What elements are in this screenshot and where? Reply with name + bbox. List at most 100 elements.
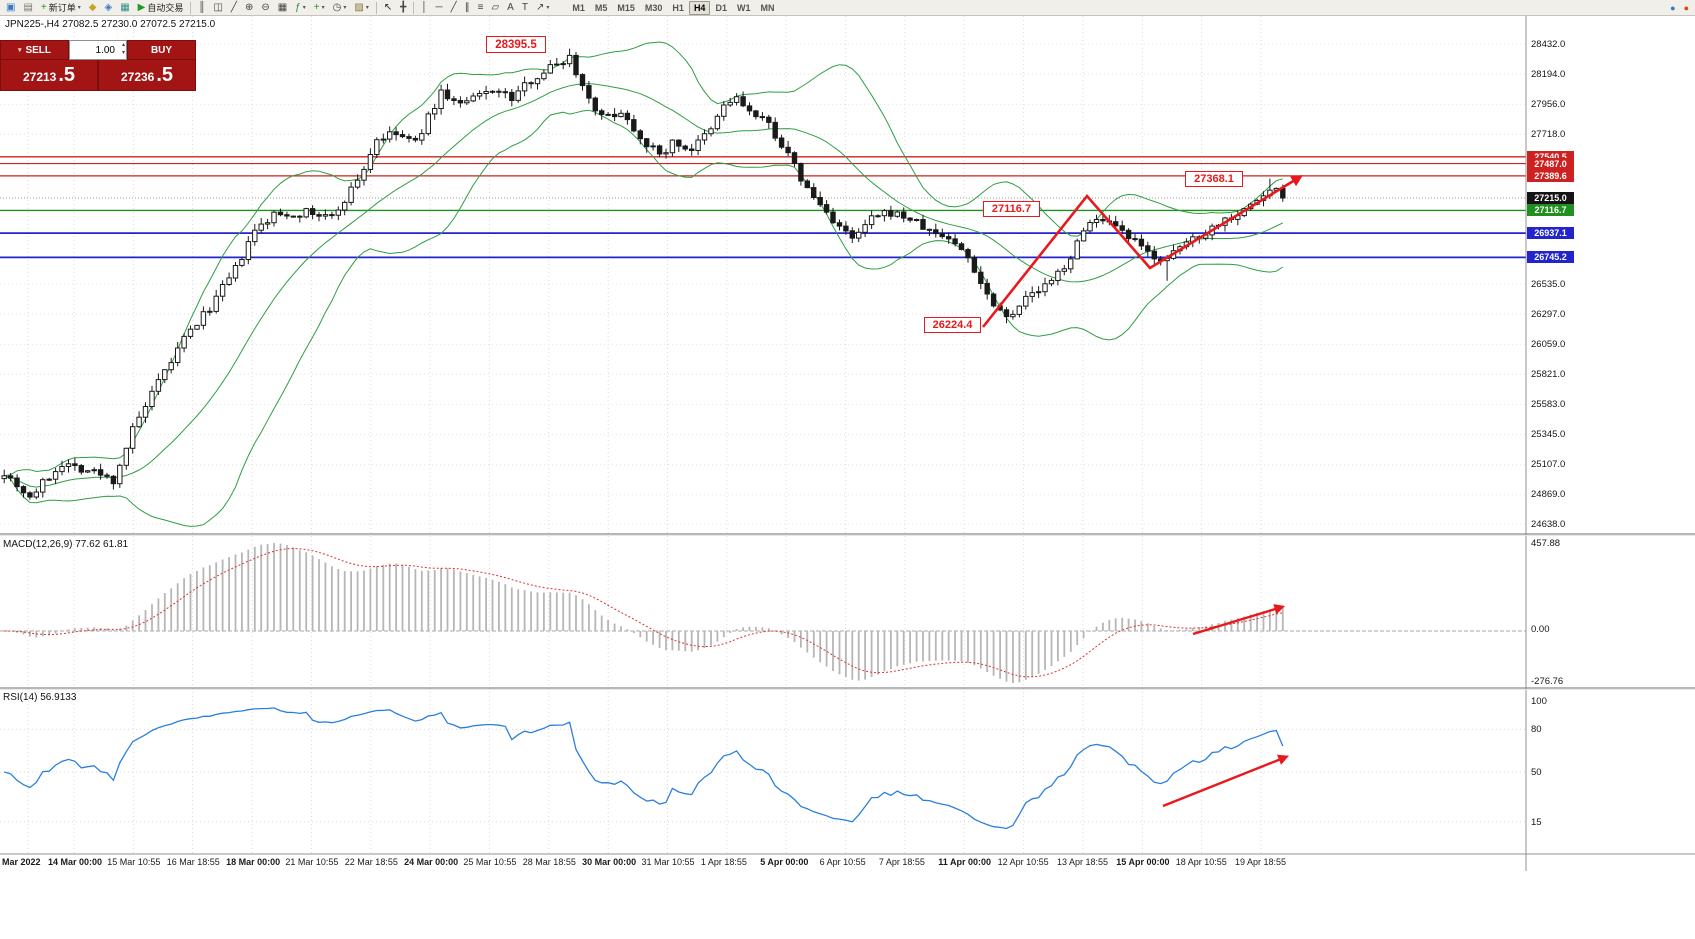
timeframe-m15-button[interactable]: M15 [617,2,635,13]
chevron-down-icon[interactable]: ▾ [365,5,369,11]
market-watch-icon[interactable]: ◆ [86,1,100,15]
text-icon[interactable]: A [504,1,517,15]
auto-trading-icon: ▶ [137,1,146,13]
shapes-icon[interactable]: ▱ [488,1,502,15]
zoom-out-icon: ⊖ [261,1,270,13]
periods-icon[interactable]: ◷ ▾ [330,1,350,15]
timeframe-h4-button[interactable]: H4 [688,0,711,15]
fibonacci-icon[interactable]: ≡ [475,1,487,15]
notifications-icon[interactable]: ● [1683,2,1689,13]
buy-price-main: 27236 [120,70,155,84]
one-click-menu-icon[interactable]: ▾ [17,47,22,54]
text-icon: A [507,1,514,13]
timeframe-h1-button[interactable]: H1 [672,2,684,13]
cursor-icon: ↖ [383,1,393,13]
buy-button[interactable]: BUY [127,40,196,60]
timeframe-m5-button[interactable]: M5 [594,2,608,13]
new-order-button[interactable]: + 新订单 ▾ [38,1,84,15]
candles-layer [1,41,1286,527]
indicators-icon[interactable]: ƒ ▾ [292,1,309,15]
volume-down-icon[interactable]: ▾ [121,50,125,56]
cursor-icon[interactable]: ↖ [381,1,395,15]
data-window-icon[interactable]: ◈ [101,1,115,15]
timeframe-m1-button[interactable]: M1 [572,2,585,13]
fibonacci-icon: ≡ [477,1,484,13]
arrows-icon: ↗ [535,1,545,13]
trendline-icon[interactable]: ╱ [448,1,460,15]
vertical-line-icon[interactable]: │ [418,1,430,15]
bar-chart-icon: ║ [198,1,206,13]
crosshair-icon: ╋ [400,1,407,13]
new-order-icon: + [40,1,47,13]
toolbar-separator [190,1,192,14]
zoom-out-icon[interactable]: ⊖ [258,1,272,15]
new-order-button-label: 新订单 [48,3,76,13]
timeframe-d1-button[interactable]: D1 [715,2,727,13]
sell-label: SELL [25,44,52,56]
channel-icon: ∥ [464,1,470,13]
terminal-window-icon: ▦ [120,1,130,13]
volume-input[interactable]: 1.00 ▴ ▾ [69,40,127,60]
periods-icon: ◷ [332,1,342,13]
terminal-window-icon[interactable]: ▦ [117,1,132,15]
buy-price[interactable]: 27236 .5 [98,60,196,91]
crosshair-icon[interactable]: ╋ [397,1,409,15]
community-icon[interactable]: ● [1670,2,1676,13]
zoom-in-icon: ⊕ [244,1,254,13]
sell-price[interactable]: 27213 .5 [0,60,98,91]
candlestick-chart-icon: ◫ [213,1,223,13]
timeframe-mn-button[interactable]: MN [760,2,775,13]
templates-icon[interactable]: ▨ ▾ [351,1,371,15]
tile-windows-icon[interactable]: ▦ [275,1,290,15]
line-chart-icon[interactable]: ╱ [228,1,240,15]
arrows-icon[interactable]: ↗ ▾ [533,1,552,15]
trendline-icon: ╱ [450,1,457,13]
sell-price-main: 27213 [22,70,57,84]
horizontal-line-icon: ─ [435,1,443,13]
toolbar: ▣ ▤ + 新订单 ▾ ◆ ◈ ▦ ▶ 自动交易 ║ ◫ ╱ ⊕ ⊖ ▦ ƒ ▾ + ▾ ◷ ▾ ▨ ▾ ↖ ╋ │ ─ ╱ ∥ ≡ ▱ A T ↗… [0,0,1695,16]
volume-spinner[interactable]: ▴ ▾ [122,41,125,57]
zoom-in-icon[interactable]: ⊕ [242,1,256,15]
chart-window-icon[interactable]: ▣ [3,1,18,15]
annotation-swing-low-price[interactable]: 26224.4 [924,317,981,333]
macd-scale-max: 457.88 [1531,538,1561,549]
horizontal-line-icon[interactable]: ─ [433,1,446,15]
bar-chart-icon[interactable]: ║ [195,1,208,15]
profiles-icon: ▤ [23,1,33,13]
candlestick-chart-icon[interactable]: ◫ [210,1,225,15]
text-label-icon[interactable]: T [519,1,531,15]
market-watch-icon: ◆ [88,1,97,13]
chevron-down-icon[interactable]: ▾ [546,5,550,11]
sell-price-fraction: .5 [58,63,76,86]
volume-value: 1.00 [95,44,115,56]
auto-trading-button-label: 自动交易 [147,3,184,13]
auto-trading-button[interactable]: ▶ 自动交易 [135,1,187,15]
volume-up-icon[interactable]: ▴ [121,42,125,48]
rsi-layer [4,707,1284,830]
buy-label: BUY [150,44,173,56]
rsi-indicator-label: RSI(14) 56.9133 [3,692,77,703]
tile-windows-icon: ▦ [277,1,288,13]
chevron-down-icon[interactable]: ▾ [321,5,325,11]
indicators-icon: ƒ [295,1,301,13]
text-label-icon: T [521,1,528,13]
templates-icon: ▨ [354,1,364,13]
profiles-icon[interactable]: ▤ [20,1,35,15]
timeframe-m30-button[interactable]: M30 [644,2,663,13]
chevron-down-icon[interactable]: ▾ [343,5,347,11]
annotation-recent-high-price[interactable]: 27368.1 [1185,171,1243,187]
vertical-line-icon: │ [421,1,428,13]
timeframe-w1-button[interactable]: W1 [736,2,751,13]
channel-icon[interactable]: ∥ [462,1,473,15]
annotation-peak-price[interactable]: 28395.5 [486,36,546,53]
macd-scale-zero: 0.00 [1531,624,1550,635]
shapes-icon: ▱ [491,1,500,13]
macd-scale-min: -276.76 [1531,676,1564,687]
annotation-mid-price[interactable]: 27116.7 [983,201,1040,217]
chart-window-icon: ▣ [6,1,16,13]
chevron-down-icon[interactable]: ▾ [77,5,81,11]
chevron-down-icon[interactable]: ▾ [302,5,306,11]
add-indicator-icon[interactable]: + ▾ [311,1,328,15]
sell-button[interactable]: ▾ SELL [0,40,69,60]
